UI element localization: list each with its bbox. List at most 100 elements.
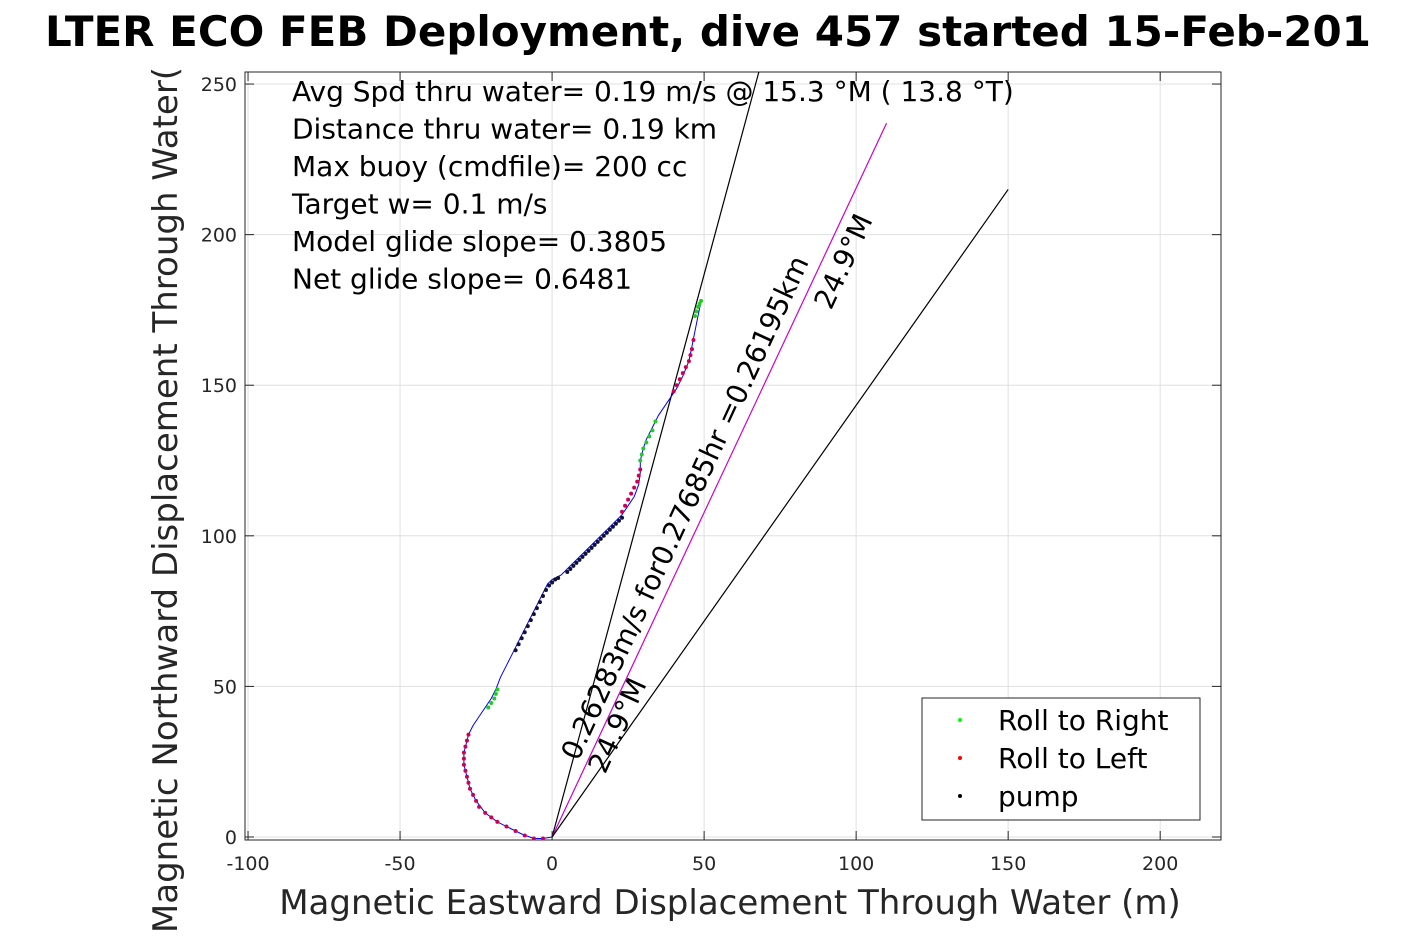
roll-left-point <box>689 347 694 352</box>
roll-right-point <box>650 428 655 433</box>
annotation-heading-top: 24.9°M <box>807 209 879 314</box>
roll-left-point <box>483 810 488 815</box>
pump-point <box>540 594 545 599</box>
x-axis-label: Magnetic Eastward Displacement Through W… <box>279 883 1181 923</box>
roll-left-point <box>632 485 637 490</box>
x-tick-label: 100 <box>838 853 874 875</box>
legend-label: Roll to Right <box>998 704 1169 737</box>
info-line: Distance thru water= 0.19 km <box>292 113 717 146</box>
roll-left-point <box>620 509 625 514</box>
roll-left-point <box>686 359 691 364</box>
y-axis-label: Magnetic Northward Displacement Through … <box>146 67 186 933</box>
pump-point <box>586 548 591 553</box>
roll-left-point <box>623 503 628 508</box>
roll-left-point <box>626 497 631 502</box>
pump-point <box>537 600 542 605</box>
pump-point <box>595 539 600 544</box>
pump-point <box>574 560 579 565</box>
legend-label: Roll to Left <box>998 742 1147 775</box>
legend-label: pump <box>998 780 1079 813</box>
x-tick-label: -50 <box>385 853 416 875</box>
y-tick-label: 0 <box>225 827 237 849</box>
roll-left-point <box>463 768 468 773</box>
info-text: Avg Spd thru water= 0.19 m/s @ 15.3 °M (… <box>291 75 1014 296</box>
y-tick-label: 250 <box>201 74 237 96</box>
pump-point <box>547 583 552 588</box>
axis-ticks: -100 -50 0 50 100 150 200 0 50 100 150 200 250 <box>201 72 1221 875</box>
roll-left-point <box>461 762 466 767</box>
pump-point <box>531 612 536 617</box>
pump-point <box>601 533 606 538</box>
y-tick-label: 200 <box>201 225 237 247</box>
pump-point <box>528 618 533 623</box>
roll-left-point <box>461 750 466 755</box>
roll-left-point <box>635 479 640 484</box>
pump-point <box>565 569 570 574</box>
reference-line <box>551 189 1009 838</box>
roll-left-point <box>471 792 476 797</box>
y-tick-label: 100 <box>201 526 237 548</box>
info-line: Model glide slope= 0.3805 <box>292 225 667 258</box>
roll-right-point <box>653 419 658 424</box>
legend-box <box>921 697 1201 821</box>
roll-right-point <box>493 691 498 696</box>
roll-left-point <box>466 780 471 785</box>
pump-point <box>580 554 585 559</box>
pump-point <box>607 527 612 532</box>
roll-right-point <box>489 700 494 705</box>
pump-point <box>598 536 603 541</box>
legend: Roll to Right Roll to Left pump <box>921 697 1201 821</box>
roll-left-point <box>629 491 634 496</box>
roll-left-point <box>683 365 688 370</box>
info-line: Net glide slope= 0.6481 <box>292 263 632 296</box>
roll-left-point <box>464 738 469 743</box>
data-points <box>461 298 704 841</box>
pump-point <box>513 648 518 653</box>
roll-left-point <box>636 473 641 478</box>
plot-area <box>244 71 1222 841</box>
pump-point <box>550 580 555 585</box>
y-tick-label: 50 <box>213 676 237 698</box>
roll-right-point <box>647 434 652 439</box>
roll-left-point <box>638 467 643 472</box>
roll-left-point <box>540 836 545 841</box>
annotation-speed: 0.26283m/s for0.27685hr =0.26195km <box>554 251 815 765</box>
roll-right-point <box>644 440 649 445</box>
pump-point <box>604 530 609 535</box>
x-tick-label: 200 <box>1142 853 1178 875</box>
reference-lines <box>551 71 1009 838</box>
chart-title: LTER ECO FEB Deployment, dive 457 starte… <box>45 7 1371 56</box>
roll-left-point <box>477 804 482 809</box>
info-line: Max buoy (cmdfile)= 200 cc <box>292 150 687 183</box>
pump-point <box>519 636 524 641</box>
roll-left-point <box>489 815 494 820</box>
roll-left-point <box>677 377 682 382</box>
pump-point <box>522 630 527 635</box>
reference-line <box>551 71 760 838</box>
pump-point <box>525 624 530 629</box>
roll-right-point <box>492 696 497 701</box>
pump-point <box>544 588 549 593</box>
info-line: Target w= 0.1 m/s <box>291 188 548 221</box>
roll-left-point <box>464 774 469 779</box>
roll-right-point <box>495 687 500 692</box>
legend-marker <box>958 718 962 722</box>
pump-point <box>613 521 618 526</box>
roll-right-point <box>696 304 701 309</box>
legend-marker <box>958 794 962 798</box>
roll-left-point <box>463 744 468 749</box>
roll-right-point <box>699 298 704 303</box>
pump-point <box>577 557 582 562</box>
x-tick-label: 50 <box>692 853 716 875</box>
x-tick-label: -100 <box>226 853 269 875</box>
pump-point <box>589 545 594 550</box>
roll-right-point <box>697 301 702 306</box>
roll-left-point <box>674 383 679 388</box>
roll-left-point <box>680 371 685 376</box>
roll-right-point <box>486 705 491 710</box>
reference-line <box>551 122 888 838</box>
pump-point <box>592 542 597 547</box>
pump-point <box>571 563 576 568</box>
roll-left-point <box>691 338 696 343</box>
